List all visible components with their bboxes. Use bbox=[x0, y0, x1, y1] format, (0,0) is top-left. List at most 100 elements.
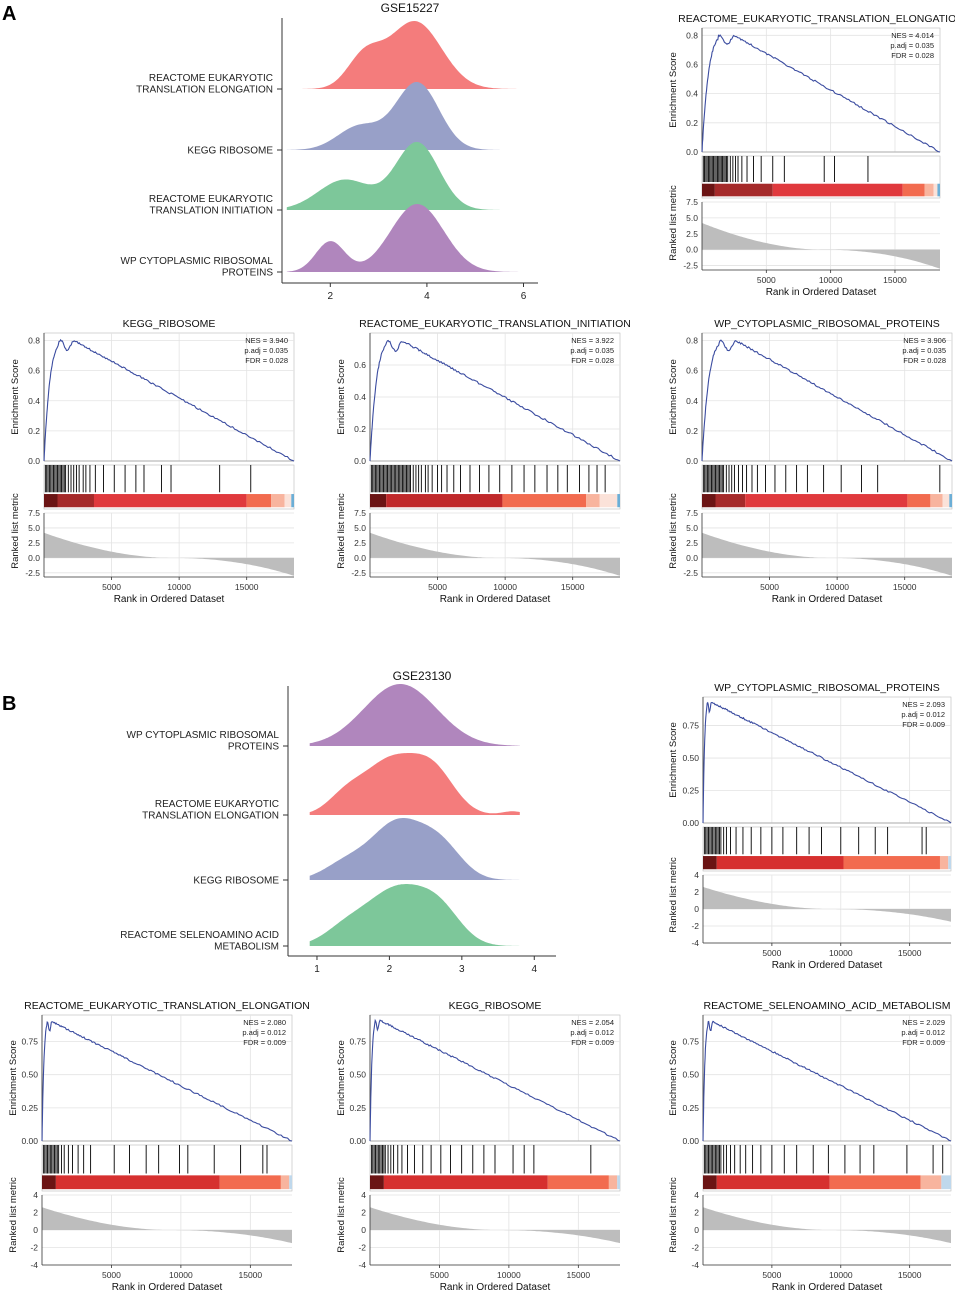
rank-color-segment bbox=[284, 494, 292, 508]
gsea-panel: WP_CYTOPLASMIC_RIBOSOMAL_PROTEINS 0.00 0.2… bbox=[668, 682, 952, 971]
gsea-title: REACTOME_EUKARYOTIC_TRANSLATION_INITIATI… bbox=[359, 318, 631, 330]
gsea-title: REACTOME_EUKARYOTIC_TRANSLATION_ELONGATI… bbox=[678, 13, 955, 25]
ridge-label: KEGG RIBOSOME bbox=[193, 876, 279, 887]
es-tick-label: 0.2 bbox=[354, 424, 366, 434]
es-tick-label: 0.75 bbox=[682, 1037, 699, 1047]
es-tick-label: 0.2 bbox=[686, 426, 698, 436]
x-tick-label: 5000 bbox=[762, 948, 781, 958]
es-tick-label: 0.8 bbox=[686, 30, 698, 40]
metric-plot-area bbox=[702, 513, 952, 577]
rank-color-segment bbox=[586, 494, 600, 508]
ridge-label: REACTOME EUKARYOTIC bbox=[149, 194, 273, 205]
es-curve bbox=[701, 339, 953, 462]
gsea-title: REACTOME_EUKARYOTIC_TRANSLATION_ELONGATI… bbox=[24, 1000, 310, 1012]
gsea-stat: p.adj = 0.035 bbox=[890, 41, 934, 50]
rank-color-segment bbox=[941, 1175, 951, 1190]
x-tick-label: 10000 bbox=[493, 582, 517, 592]
x-tick-label: 2 bbox=[328, 291, 334, 302]
gsea-stat: p.adj = 0.035 bbox=[570, 346, 614, 355]
x-tick-label: 5000 bbox=[762, 1270, 781, 1280]
es-tick-label: 0.4 bbox=[354, 392, 366, 402]
panel-label-a: A bbox=[2, 3, 16, 25]
gsea-title: KEGG_RIBOSOME bbox=[449, 1000, 542, 1012]
ridge-density bbox=[309, 684, 520, 746]
x-tick-label: 10000 bbox=[169, 1270, 193, 1280]
metric-tick-label: 7.5 bbox=[354, 508, 366, 518]
metric-tick-label: -4 bbox=[358, 1260, 366, 1270]
panel-label-b: B bbox=[2, 693, 16, 715]
es-y-axis-label: Enrichment Score bbox=[668, 359, 679, 435]
es-y-axis-label: Enrichment Score bbox=[668, 722, 679, 798]
rank-color-segment bbox=[502, 494, 587, 508]
es-tick-label: 0.0 bbox=[28, 456, 40, 466]
metric-area bbox=[370, 532, 620, 576]
x-tick-label: 5000 bbox=[102, 1270, 121, 1280]
metric-area bbox=[42, 1207, 292, 1244]
gsea-stat: NES = 3.940 bbox=[245, 336, 288, 345]
es-curve bbox=[369, 1018, 621, 1142]
gsea-stat: NES = 2.029 bbox=[902, 1018, 945, 1027]
es-tick-label: 0.25 bbox=[21, 1103, 38, 1113]
metric-tick-label: -2.5 bbox=[683, 568, 698, 578]
metric-y-axis-label: Ranked list metric bbox=[8, 1177, 19, 1253]
metric-tick-label: 5.0 bbox=[686, 523, 698, 533]
gsea-panel: WP_CYTOPLASMIC_RIBOSOMAL_PROTEINS 0.0 0.2 0… bbox=[668, 318, 953, 605]
rank-color-segment bbox=[55, 1175, 220, 1190]
metric-tick-label: 2.5 bbox=[686, 229, 698, 239]
metric-area bbox=[703, 1207, 951, 1244]
gsea-panel: REACTOME_SELENOAMINO_ACID_METABOLISM 0.00… bbox=[668, 1000, 952, 1293]
rank-color-segment bbox=[924, 183, 934, 197]
x-axis-label: Rank in Ordered Dataset bbox=[766, 287, 877, 298]
ridge-density bbox=[286, 204, 519, 272]
es-curve bbox=[43, 338, 295, 462]
metric-tick-label: -2 bbox=[358, 1243, 366, 1253]
gsea-panel: KEGG_RIBOSOME 0.0 0.2 0.4 0.6 0.8 NES = 3.940p… bbox=[10, 318, 295, 605]
x-tick-label: 15000 bbox=[561, 582, 585, 592]
metric-y-axis-label: Ranked list metric bbox=[336, 1177, 347, 1253]
x-tick-label: 5000 bbox=[428, 582, 447, 592]
metric-area bbox=[702, 223, 940, 269]
metric-tick-label: 2 bbox=[33, 1208, 38, 1218]
x-tick-label: 15000 bbox=[235, 582, 259, 592]
es-tick-label: 0.00 bbox=[21, 1136, 38, 1146]
gsea-stat: FDR = 0.009 bbox=[902, 720, 945, 729]
metric-plot-area bbox=[702, 202, 940, 270]
es-tick-label: 0.6 bbox=[354, 360, 366, 370]
rank-color-segment bbox=[280, 1175, 290, 1190]
es-tick-label: 0.0 bbox=[354, 456, 366, 466]
gsea-stat: NES = 4.014 bbox=[891, 31, 934, 40]
rank-color-segment bbox=[547, 1175, 609, 1190]
rank-color-segment bbox=[920, 1175, 942, 1190]
metric-y-axis-label: Ranked list metric bbox=[668, 493, 679, 569]
gsea-panel: REACTOME_EUKARYOTIC_TRANSLATION_INITIATI… bbox=[336, 318, 631, 605]
es-tick-label: 0.4 bbox=[686, 396, 698, 406]
es-tick-label: 0.0 bbox=[686, 456, 698, 466]
rank-color-segment bbox=[714, 183, 773, 197]
gsea-stat: p.adj = 0.012 bbox=[901, 710, 945, 719]
metric-tick-label: 7.5 bbox=[686, 508, 698, 518]
gsea-stat: FDR = 0.009 bbox=[571, 1038, 614, 1047]
es-tick-label: 0.75 bbox=[682, 721, 699, 731]
ridge-density bbox=[309, 818, 520, 880]
gsea-stat: NES = 2.093 bbox=[902, 700, 945, 709]
x-tick-label: 4 bbox=[531, 964, 537, 975]
es-tick-label: 0.50 bbox=[682, 1070, 699, 1080]
x-axis-label: Rank in Ordered Dataset bbox=[114, 594, 225, 605]
es-tick-label: 0.25 bbox=[682, 1103, 699, 1113]
rank-color-segment bbox=[291, 494, 294, 508]
x-tick-label: 10000 bbox=[825, 582, 849, 592]
x-tick-label: 2 bbox=[387, 964, 393, 975]
metric-tick-label: 0.0 bbox=[686, 553, 698, 563]
metric-tick-label: 5.0 bbox=[686, 213, 698, 223]
gsea-stat: FDR = 0.028 bbox=[245, 356, 288, 365]
ridge-label: PROTEINS bbox=[222, 268, 273, 279]
gsea-stat: NES = 3.922 bbox=[571, 336, 614, 345]
metric-tick-label: 2.5 bbox=[28, 538, 40, 548]
metric-tick-label: -4 bbox=[691, 1260, 699, 1270]
x-tick-label: 6 bbox=[521, 291, 527, 302]
rank-color-segment bbox=[386, 494, 503, 508]
metric-tick-label: -2 bbox=[691, 921, 699, 931]
x-axis-label: Rank in Ordered Dataset bbox=[440, 1282, 551, 1293]
x-tick-label: 15000 bbox=[883, 275, 907, 285]
es-tick-label: 0.00 bbox=[682, 1136, 699, 1146]
